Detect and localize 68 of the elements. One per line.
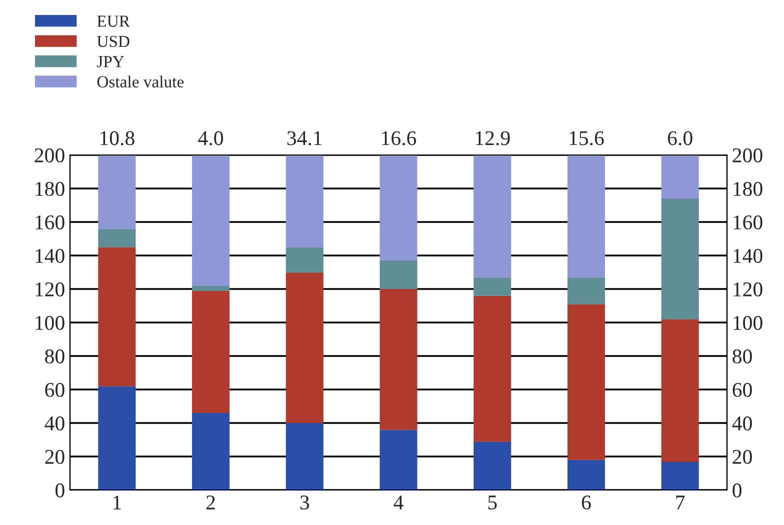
text: 16.6 [382,131,416,146]
y-tick-label: 180 [36,182,64,196]
legend-label: EUR [97,16,130,27]
text: 12.9 [476,131,510,146]
y2-tick-label: 80 [732,349,752,364]
bar [567,155,605,278]
y-tick-label: 120 [36,282,64,296]
y2-tick-label: 40 [732,416,752,430]
x-tick-label: 5 [488,496,497,510]
bar [474,441,512,490]
text: 10.8 [100,131,134,146]
bar [661,319,699,462]
bar [98,247,136,386]
y-tick-label: 60 [45,382,64,397]
bar [192,286,230,291]
legend-label: JPY [97,56,124,68]
bar [286,423,324,490]
bar [474,296,512,442]
y2-tick-label: 0 [732,483,742,498]
bar [192,290,230,413]
y-tick-label: 40 [44,416,64,430]
y2-tick-label: 120 [734,282,762,296]
y-tick-label: 140 [36,248,64,263]
y2-tick-label: 160 [734,215,762,230]
x-tick-label: 4 [394,496,404,510]
bar [567,460,605,490]
x-tick-label: 6 [582,496,591,510]
bar [98,228,136,248]
legend-label: Ostale valute [97,76,184,88]
x-tick-label: 2 [206,496,215,510]
y2-tick-label: 20 [732,450,752,464]
y2-tick-label: 180 [734,182,762,196]
y-tick-label: 0 [56,483,64,498]
bar [474,277,512,296]
bar [192,412,230,490]
bar [380,155,418,261]
y-tick-label: 160 [36,215,64,230]
bar [567,277,605,304]
x-tick-label: 3 [300,496,310,510]
y-tick-label: 80 [45,349,64,364]
y-tick-label: 20 [45,450,64,464]
y2-tick-label: 140 [734,248,762,263]
bar [380,260,418,289]
text: 4.0 [198,131,224,146]
text: 34.1 [287,131,322,146]
bar [286,247,324,272]
bar [286,155,324,248]
bar [661,198,699,320]
x-tick-label: 7 [676,496,685,510]
bar [380,289,418,430]
bar [567,304,605,460]
bar [286,272,324,423]
y2-tick-label: 100 [734,316,762,330]
bar [661,155,699,199]
bar [380,430,418,490]
bar [98,386,136,490]
text: 15.6 [570,131,604,146]
bar [661,462,699,490]
x-tick-label: 1 [114,496,121,510]
y-tick-label: 100 [36,316,64,330]
y2-tick-label: 60 [732,382,752,397]
y-tick-label: 200 [34,148,64,162]
bar [192,155,230,286]
bar [474,155,512,278]
legend-label: USD [97,36,130,48]
y2-tick-label: 200 [732,148,762,162]
text: 6.0 [668,131,692,146]
bar [98,155,136,229]
